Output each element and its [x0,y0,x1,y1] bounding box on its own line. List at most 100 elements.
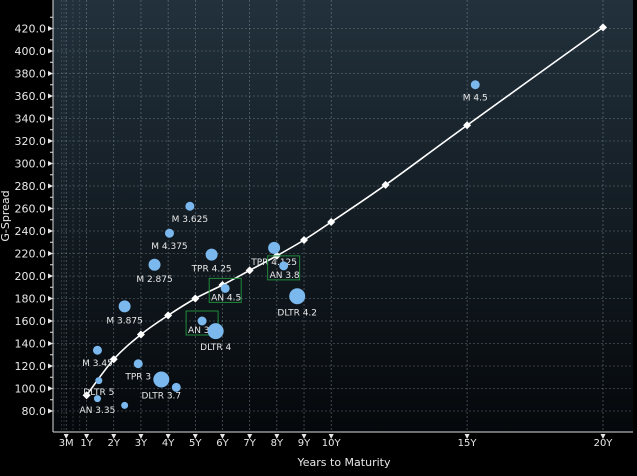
x-tick-label: 10Y [322,438,342,449]
y-tick-mark [48,71,53,76]
bond-label: DLTR 5 [83,388,114,398]
plot-area [53,0,633,432]
x-tick-mark [301,434,307,439]
bond-points: M 4.5 M 3.625 M 4.375 TPR 4.25 M 2.875 TPR 4.… [80,80,488,416]
y-tick-label: 220.0 [15,248,47,261]
y-tick-label: 100.0 [15,383,47,396]
y-tick-mark [48,296,53,301]
x-tick-mark [328,434,334,439]
bond-label: AN 4.5 [211,293,241,303]
bond-point [470,80,480,90]
y-tick-mark [48,183,53,189]
x-tick-label: 6Y [216,438,229,449]
x-tick-label: 9Y [298,438,311,449]
y-tick-mark [48,341,53,346]
bond-label: DLTR 3.7 [142,392,182,402]
grid [53,0,633,432]
x-tick-mark [192,434,198,439]
highlight-box [185,310,219,336]
x-tick-mark [600,434,606,439]
bond-label: M 4.375 [151,242,187,252]
y-tick-label: 360.0 [15,90,47,103]
x-tick-label: 1Y [80,438,93,449]
curve-point [191,294,200,303]
y-tick-label: 200.0 [15,270,47,283]
bond-point [171,382,181,392]
curve-point [245,266,254,275]
bond-point [148,258,161,271]
bond-point [197,316,207,326]
y-tick-label: 180.0 [15,293,47,306]
bond-label: DLTR 4.2 [277,308,317,318]
bond-label: AN 3.35 [80,406,116,416]
curve-point [109,355,118,364]
bond-point [268,241,281,254]
bond-label: M 3.625 [172,215,208,225]
x-tick-mark [464,434,470,439]
bond-point [93,395,101,403]
x-tick-label: 20Y [594,438,614,449]
axes: 3M 1Y 2Y 3Y 4Y 5Y 6Y 7Y 8Y 9Y 10Y 15Y 20Y 80.0 100.0 12… [15,0,633,449]
curve-point [327,218,336,226]
bond-label: M 4.5 [463,93,488,103]
x-tick-mark [63,434,69,439]
x-tick-mark [247,434,253,439]
y-tick-mark [48,363,53,369]
bond-point [205,248,218,261]
bond-point [133,359,143,369]
x-tick-mark [84,434,90,439]
bond-label: M 2.875 [136,275,172,285]
curve-point [463,121,472,130]
y-tick-label: 380.0 [15,68,47,81]
bond-point [279,261,289,271]
y-tick-label: 340.0 [15,113,47,126]
curve-point [136,330,145,339]
bond-point [92,345,102,355]
x-axis-label: Years to Maturity [297,456,391,469]
y-tick-mark [48,386,53,391]
bond-point [164,228,174,238]
x-tick-label: 15Y [458,438,478,449]
y-tick-mark [48,116,53,121]
x-tick-mark [111,434,117,439]
benchmark-curve [82,23,607,400]
y-tick-mark [48,318,53,324]
x-tick-label: 2Y [108,438,121,449]
curve-point [300,236,309,244]
bond-label: AN 3.5 [188,326,218,336]
x-tick-label: 3M [59,438,74,449]
bond-point [220,283,230,293]
y-tick-label: 400.0 [15,45,47,58]
y-tick-mark [48,93,53,99]
bond-point [289,288,306,305]
highlight-box [267,255,301,281]
y-tick-label: 320.0 [15,135,47,148]
curve-point [164,311,173,320]
bond-label: M 3.45 [82,359,113,369]
y-tick-mark [48,206,53,211]
y-tick-label: 140.0 [15,338,47,351]
highlight-box [208,277,242,303]
bond-point [153,371,170,388]
bond-point [185,201,195,211]
y-tick-mark [48,138,53,144]
bond-label: AN 3.8 [270,271,300,281]
y-tick-label: 240.0 [15,225,47,238]
y-tick-mark [48,251,53,256]
bond-point [118,300,131,313]
bond-label: TPR 4.25 [191,265,232,275]
bond-point [121,401,129,409]
bond-point [95,377,103,385]
bond-label: DLTR 4 [200,343,231,353]
x-tick-label: 4Y [162,438,175,449]
bond-label: TPR 3 [124,372,151,382]
curve-point [599,23,607,32]
y-tick-label: 80.0 [22,405,47,418]
y-axis-label: G-Spread [0,190,12,241]
y-tick-label: 160.0 [15,315,47,328]
y-tick-mark [48,26,53,31]
x-tick-mark [274,434,280,439]
bond-label: M 3.875 [106,316,142,326]
bond-label: TPR 4.125 [250,258,297,268]
